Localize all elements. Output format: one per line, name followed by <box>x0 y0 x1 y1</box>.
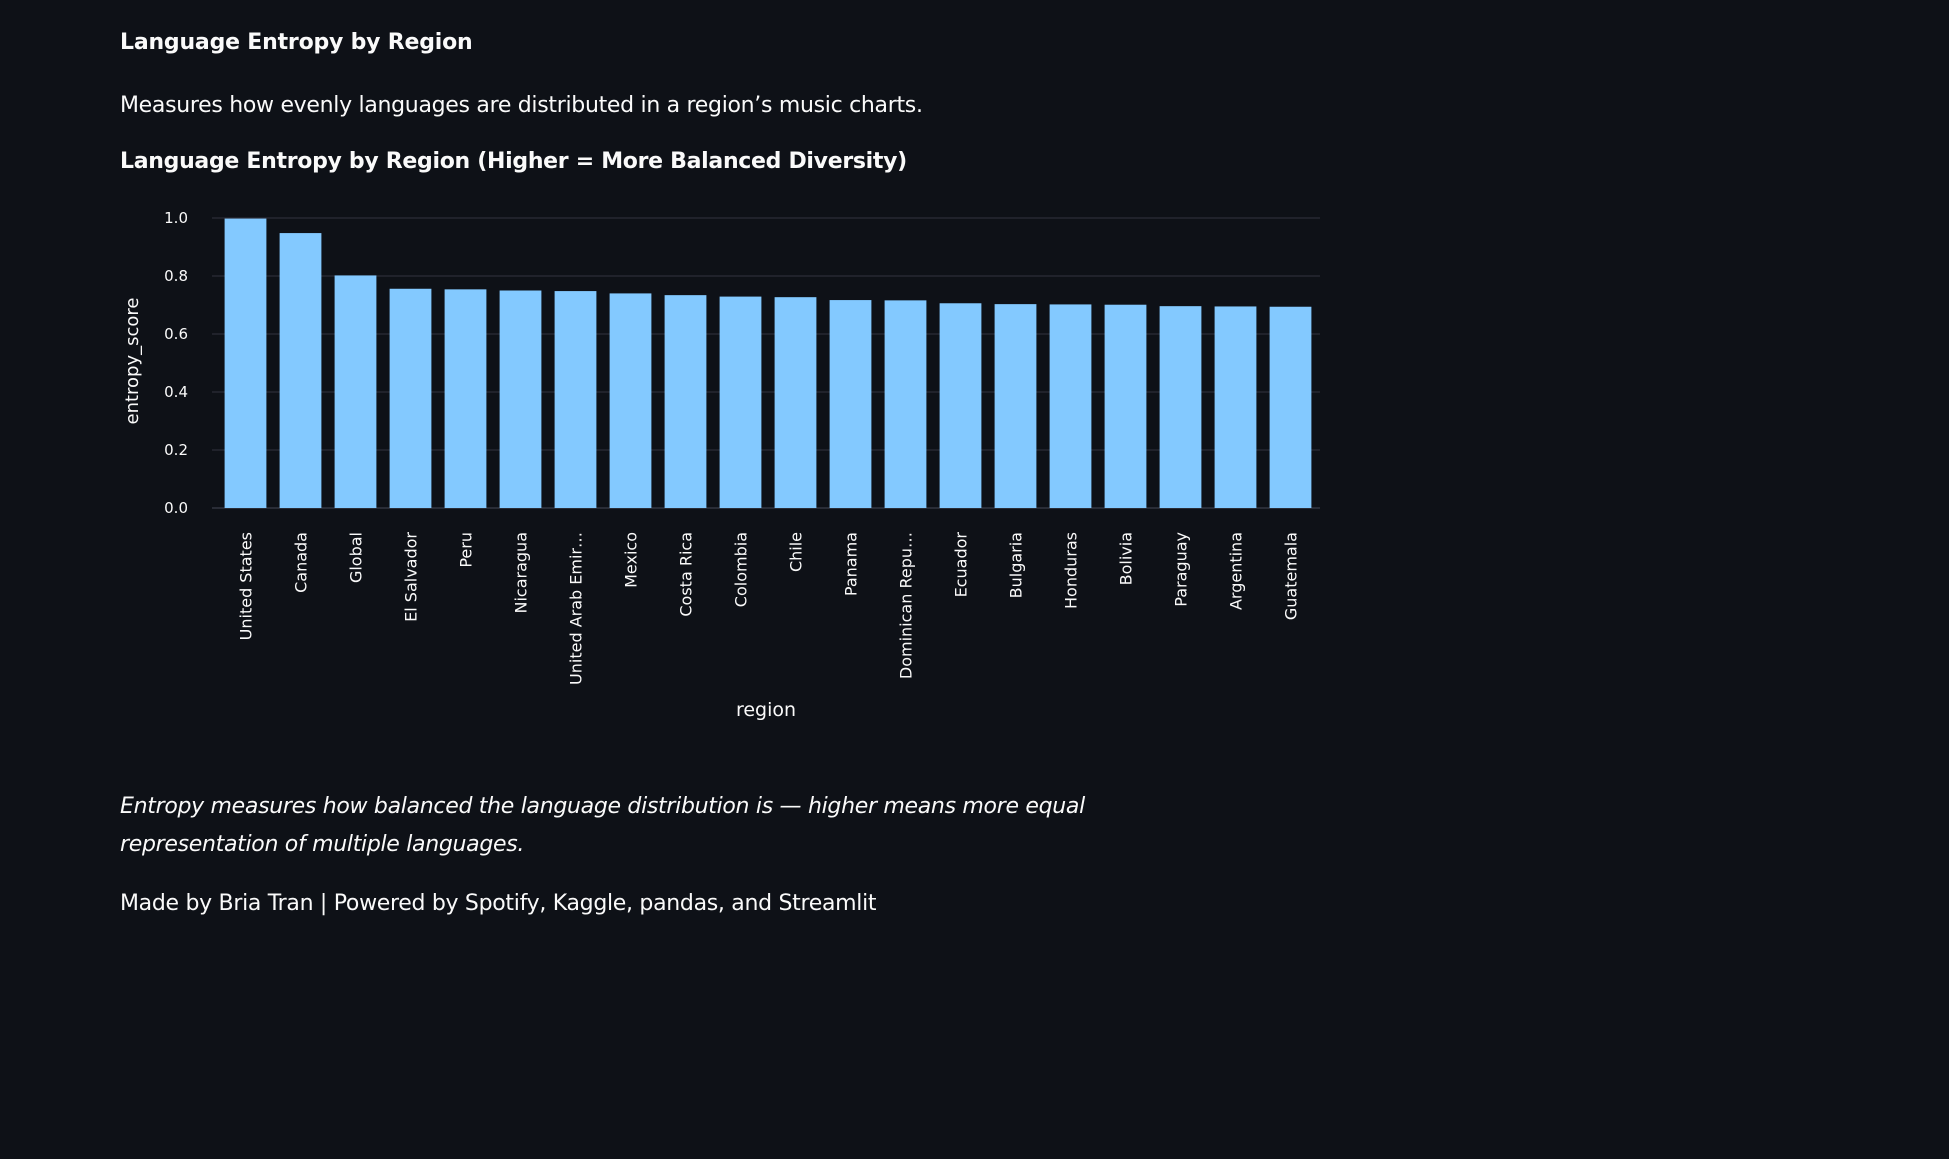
bar-16 <box>1049 304 1092 508</box>
x-tick-label: El Salvador <box>402 532 421 622</box>
x-tick-label: United Arab Emir… <box>567 532 586 685</box>
bar-4 <box>389 288 432 508</box>
x-tick-label: Costa Rica <box>677 532 696 617</box>
bar-6 <box>499 290 542 508</box>
x-tick-label: Chile <box>787 532 806 572</box>
y-tick-label: 0.2 <box>164 441 188 459</box>
bar-20 <box>1269 306 1312 508</box>
bar-8 <box>609 293 652 508</box>
section-heading: Language Entropy by Region <box>120 30 473 55</box>
y-tick-label: 1.0 <box>164 209 188 227</box>
bar-7 <box>554 291 597 508</box>
bar-9 <box>664 295 707 508</box>
y-tick-label: 0.8 <box>164 267 188 285</box>
x-axis-title: region <box>736 699 796 721</box>
x-tick-label: Guatemala <box>1282 532 1301 620</box>
bar-10 <box>719 296 762 508</box>
y-tick-label: 0.0 <box>164 499 188 517</box>
bar-1 <box>224 218 267 508</box>
section-description: Measures how evenly languages are distri… <box>120 93 923 118</box>
x-tick-label: Argentina <box>1227 532 1246 610</box>
x-tick-label: Panama <box>842 532 861 596</box>
x-tick-label: Nicaragua <box>512 532 531 614</box>
bar-5 <box>444 289 487 508</box>
bar-3 <box>334 275 377 508</box>
x-tick-label: Mexico <box>622 532 641 588</box>
y-tick-label: 0.4 <box>164 383 188 401</box>
x-tick-label: Dominican Repu… <box>897 532 916 679</box>
x-tick-label: Canada <box>292 532 311 593</box>
bar-17 <box>1104 304 1147 508</box>
bar-18 <box>1159 306 1202 508</box>
chart-title: Language Entropy by Region (Higher = Mor… <box>120 149 907 174</box>
y-axis-title: entropy_score <box>122 297 143 424</box>
bar-19 <box>1214 306 1257 508</box>
bar-11 <box>774 297 817 508</box>
x-tick-label: United States <box>237 532 256 640</box>
chart-caption: Entropy measures how balanced the langua… <box>120 794 1085 857</box>
x-tick-label: Paraguay <box>1172 532 1191 607</box>
x-tick-label: Peru <box>457 532 476 568</box>
bar-15 <box>994 304 1037 508</box>
x-tick-label: Colombia <box>732 532 751 607</box>
footer-credits: Made by Bria Tran | Powered by Spotify, … <box>120 891 877 916</box>
x-tick-label: Ecuador <box>952 532 971 598</box>
bar-14 <box>939 303 982 508</box>
x-tick-label: Honduras <box>1062 532 1081 609</box>
y-tick-label: 0.6 <box>164 325 188 343</box>
x-tick-label: Bulgaria <box>1007 532 1026 598</box>
x-tick-label: Global <box>347 532 366 583</box>
bar-13 <box>884 300 927 508</box>
bar-12 <box>829 300 872 508</box>
bar-2 <box>279 233 322 508</box>
x-tick-label: Bolivia <box>1117 532 1136 585</box>
